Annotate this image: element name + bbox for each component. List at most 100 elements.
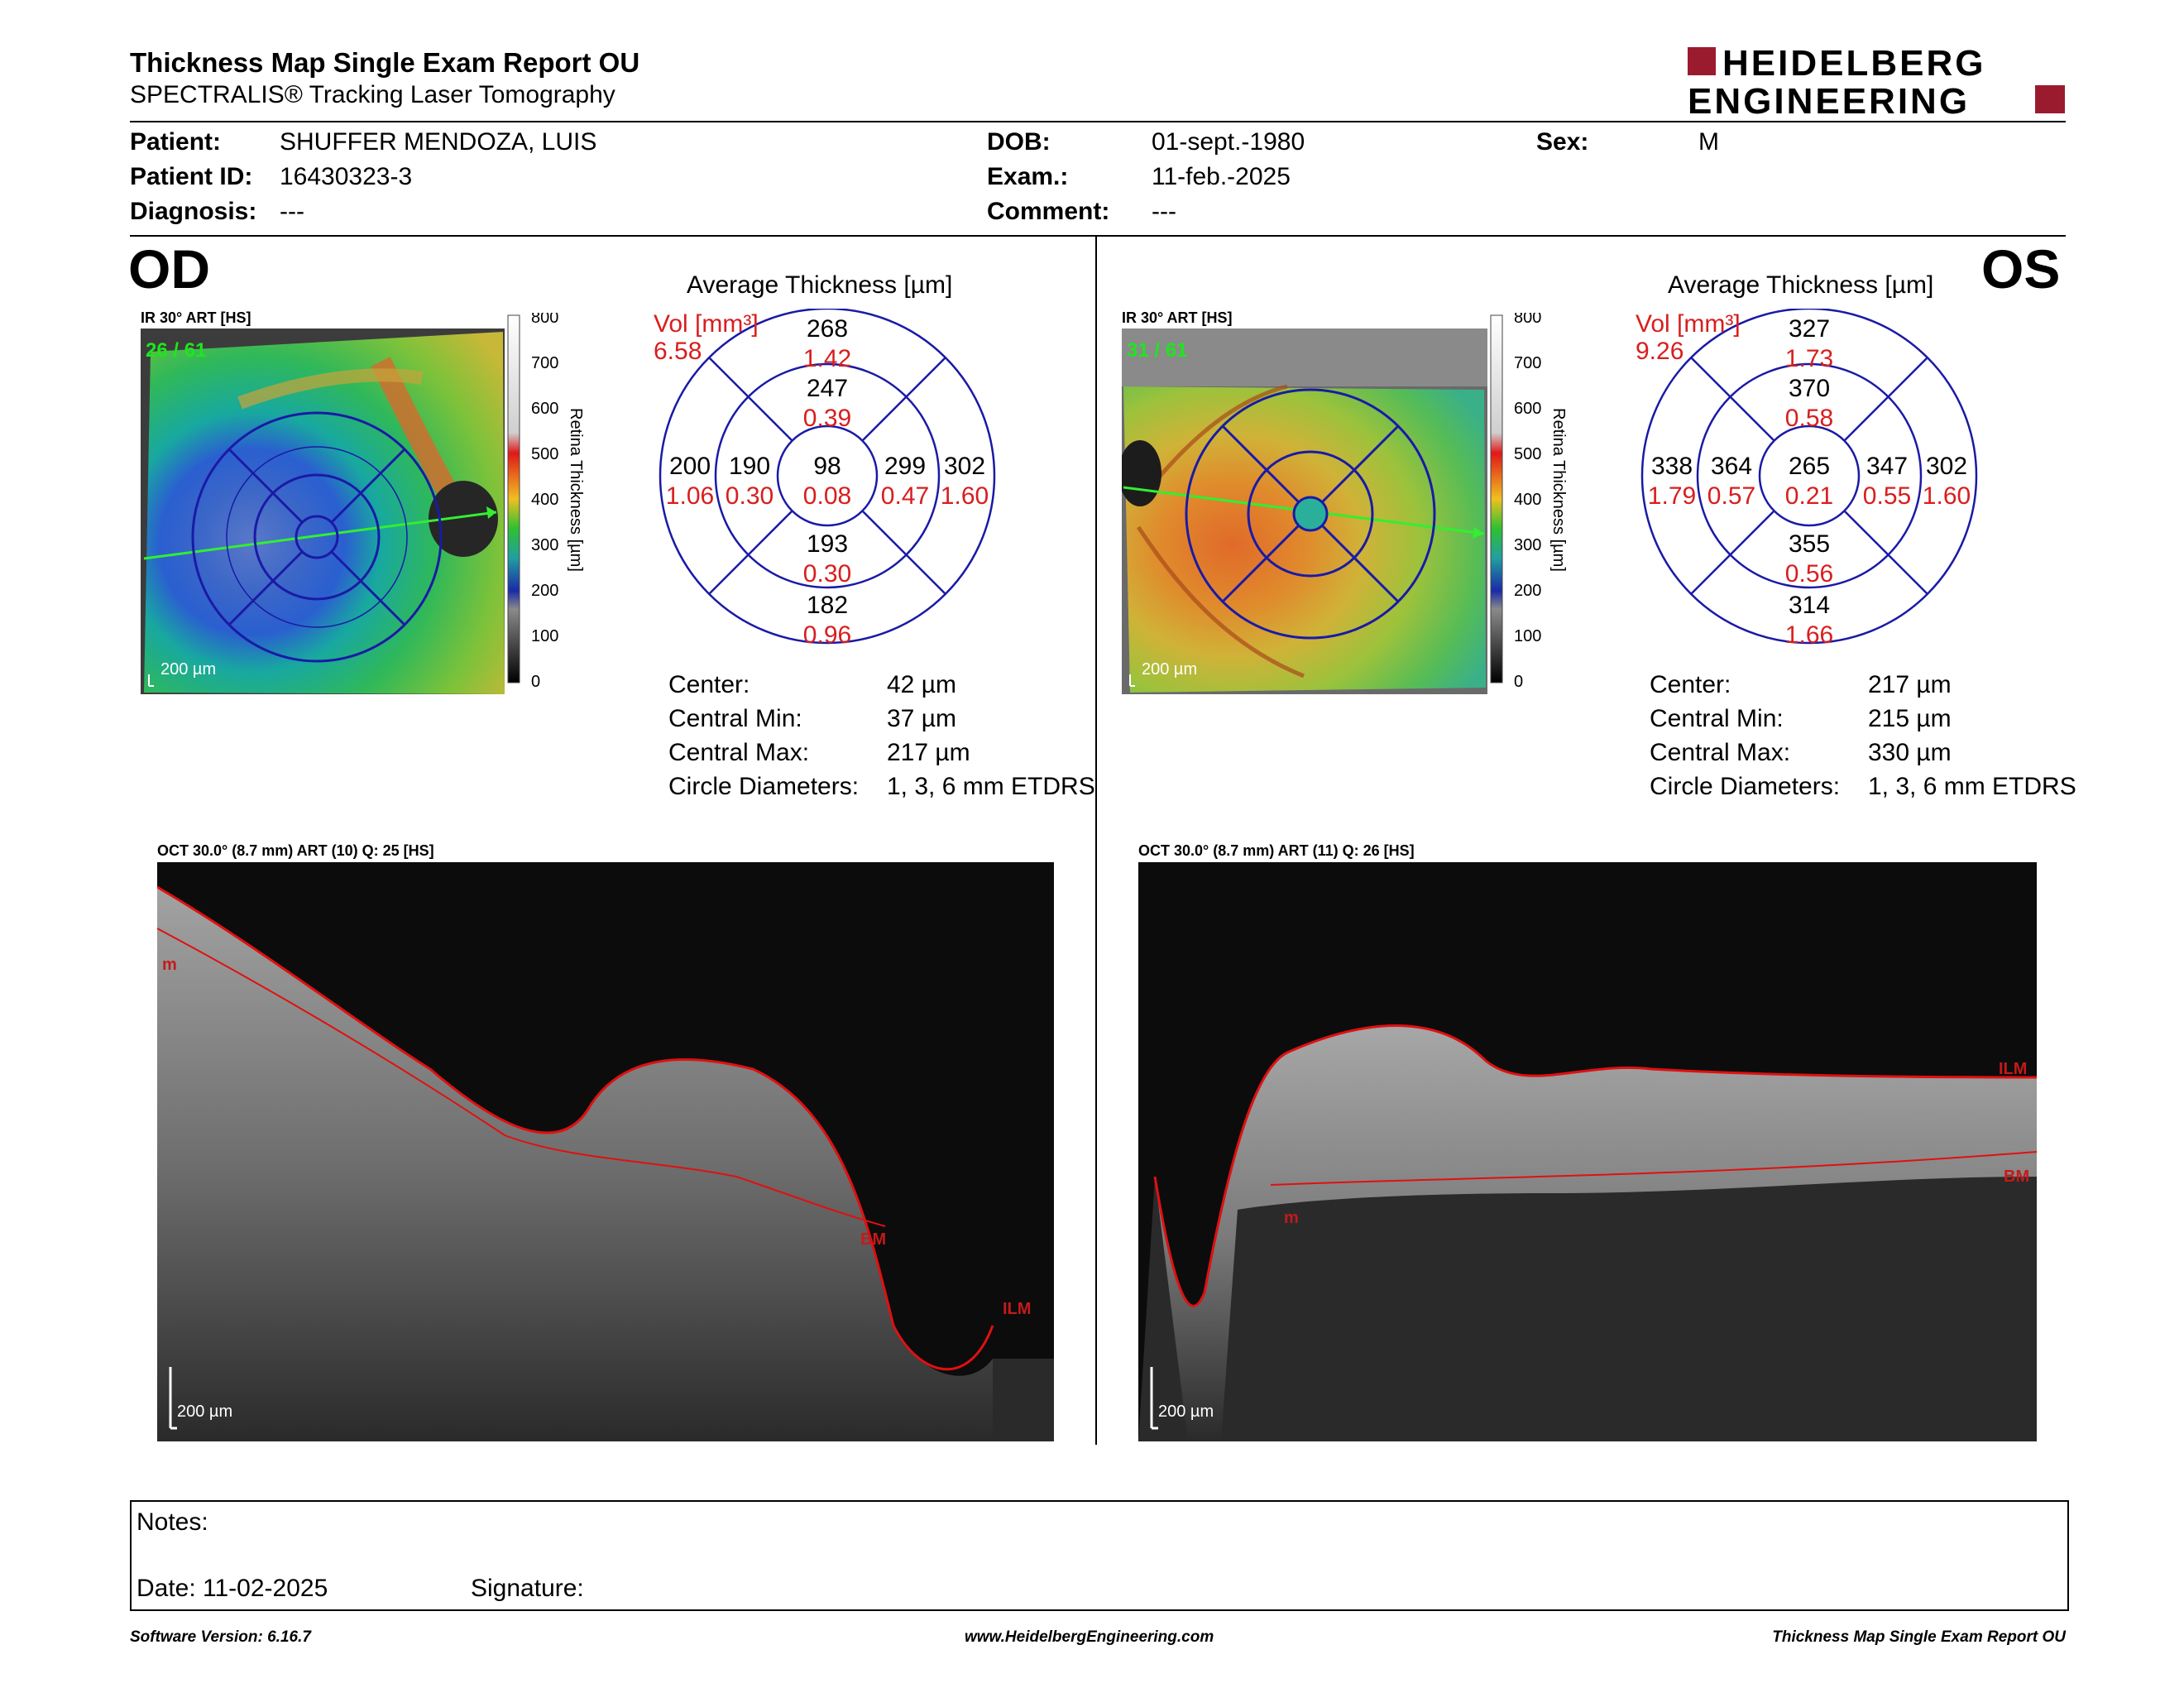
cbar-tick: 800: [1514, 313, 1541, 327]
od-tag-ilm: ILM: [1003, 1300, 1031, 1318]
cbar-tick: 400: [531, 491, 558, 509]
footer-software-version: Software Version: 6.16.7: [130, 1628, 311, 1646]
od-colorbar: 800 700 600 500 400 300 200 100 0 Retina…: [506, 309, 589, 698]
comment-value: ---: [1152, 198, 1176, 225]
od-nas-inner-volume: 0.47: [881, 482, 929, 510]
notes-box[interactable]: Notes: Date: 11-02-2025 Signature:: [130, 1500, 2069, 1611]
od-stat-label: Center:: [668, 671, 750, 698]
os-stat-label: Circle Diameters:: [1650, 773, 1841, 800]
exam-value: 11-feb.-2025: [1152, 163, 1291, 190]
os-stat-value: 215 µm: [1868, 705, 1952, 732]
os-nas-outer-thickness: 302: [1926, 453, 1967, 480]
od-nas-outer-thickness: 302: [944, 453, 985, 480]
report-subtitle: SPECTRALIS® Tracking Laser Tomography: [130, 81, 615, 108]
cbar-tick: 400: [1514, 491, 1541, 509]
cbar-tick: 500: [1514, 445, 1541, 463]
diagnosis-label: Diagnosis:: [130, 198, 257, 225]
od-eye-label: OD: [128, 238, 210, 300]
patient-divider: [130, 235, 2066, 237]
os-stat-label: Center:: [1650, 671, 1731, 698]
cbar-tick: 0: [1514, 673, 1523, 691]
od-oct-label: OCT 30.0° (8.7 mm) ART (10) Q: 25 [HS]: [157, 842, 434, 859]
od-map-scale: 200 µm: [160, 660, 216, 679]
os-scan-counter: 31 / 61: [1127, 339, 1187, 362]
od-stat-label: Central Min:: [668, 705, 802, 732]
os-nas-inner-thickness: 347: [1866, 453, 1908, 480]
os-vol-total: 9.26: [1636, 338, 1684, 365]
os-inf-inner-volume: 0.56: [1785, 560, 1833, 587]
cbar-tick: 800: [531, 313, 558, 327]
os-colorbar: 800 700 600 500 400 300 200 100 0 Retina…: [1489, 309, 1572, 698]
os-center-thickness: 265: [1789, 453, 1830, 480]
od-scan-counter: 26 / 61: [146, 339, 206, 362]
od-temp-inner-thickness: 190: [729, 453, 770, 480]
cbar-tick: 300: [1514, 536, 1541, 554]
od-inf-inner-volume: 0.30: [803, 560, 851, 587]
od-sup-outer-thickness: 268: [807, 315, 848, 343]
signature-label: Signature:: [471, 1575, 584, 1602]
os-stat-value: 330 µm: [1868, 739, 1952, 766]
center-divider: [1095, 237, 1097, 1445]
os-sup-inner-volume: 0.58: [1785, 405, 1833, 432]
od-temp-inner-volume: 0.30: [726, 482, 774, 510]
os-sup-inner-thickness: 370: [1789, 375, 1830, 402]
os-nas-inner-volume: 0.55: [1863, 482, 1911, 510]
footer-report-name: Thickness Map Single Exam Report OU: [1772, 1628, 2066, 1646]
os-ir-label: IR 30° ART [HS]: [1122, 309, 1233, 326]
cbar-title: Retina Thickness [µm]: [1549, 408, 1568, 572]
od-stat-value: 42 µm: [887, 671, 956, 698]
os-oct-scale: 200 µm: [1158, 1403, 1214, 1421]
comment-label: Comment:: [987, 198, 1110, 225]
sex-value: M: [1698, 128, 1719, 156]
od-inf-outer-thickness: 182: [807, 592, 848, 619]
os-stat-label: Central Max:: [1650, 739, 1791, 766]
os-vol-label: Vol [mm³]: [1636, 310, 1741, 338]
sex-label: Sex:: [1536, 128, 1589, 156]
notes-label: Notes:: [136, 1508, 208, 1536]
os-sup-outer-volume: 1.73: [1785, 345, 1833, 372]
os-inf-outer-thickness: 314: [1789, 592, 1830, 619]
os-inf-inner-thickness: 355: [1789, 530, 1830, 558]
logo-line1: HEIDELBERG: [1722, 46, 1985, 84]
os-stat-value: 1, 3, 6 mm ETDRS: [1868, 773, 2076, 800]
os-nas-outer-volume: 1.60: [1923, 482, 1971, 510]
od-sup-inner-thickness: 247: [807, 375, 848, 402]
footer-website-link[interactable]: www.HeidelbergEngineering.com: [965, 1628, 1214, 1646]
os-thickness-map: 31 / 61 200 µm: [1118, 328, 1487, 698]
cbar-tick: 0: [531, 673, 540, 691]
od-sup-inner-volume: 0.39: [803, 405, 851, 432]
od-ir-label: IR 30° ART [HS]: [141, 309, 251, 326]
os-temp-outer-thickness: 338: [1651, 453, 1693, 480]
cbar-tick: 600: [1514, 400, 1541, 418]
date-label: Date: 11-02-2025: [136, 1575, 328, 1602]
cbar-tick: 300: [531, 536, 558, 554]
od-stat-label: Circle Diameters:: [668, 773, 860, 800]
cbar-tick: 700: [531, 354, 558, 372]
od-nas-outer-volume: 1.60: [941, 482, 989, 510]
patient-label: Patient:: [130, 128, 222, 156]
cbar-tick: 100: [1514, 627, 1541, 645]
patient-id-label: Patient ID:: [130, 163, 253, 190]
os-temp-outer-volume: 1.79: [1648, 482, 1696, 510]
os-tag-ilm: ILM: [1999, 1060, 2027, 1078]
os-stat-value: 217 µm: [1868, 671, 1952, 698]
od-vol-total: 6.58: [654, 338, 702, 365]
cbar-tick: 500: [531, 445, 558, 463]
patient-id-value: 16430323-3: [280, 163, 413, 190]
od-stat-value: 217 µm: [887, 739, 970, 766]
cbar-tick: 100: [531, 627, 558, 645]
od-etdrs-grid: 268 1.42 247 0.39 200 1.06 190 0.30 98 0…: [649, 307, 1178, 660]
header-divider: [130, 121, 2066, 122]
cbar-tick: 700: [1514, 354, 1541, 372]
patient-value: SHUFFER MENDOZA, LUIS: [280, 128, 597, 156]
os-stat-label: Central Min:: [1650, 705, 1784, 732]
od-tag-m: m: [162, 956, 177, 974]
cbar-title: Retina Thickness [µm]: [567, 408, 585, 572]
os-temp-inner-volume: 0.57: [1707, 482, 1755, 510]
os-map-scale: 200 µm: [1142, 660, 1197, 679]
cbar-tick: 200: [1514, 582, 1541, 600]
os-oct-label: OCT 30.0° (8.7 mm) ART (11) Q: 26 [HS]: [1138, 842, 1415, 859]
cbar-tick: 600: [531, 400, 558, 418]
od-inf-inner-thickness: 193: [807, 530, 848, 558]
od-stat-value: 37 µm: [887, 705, 956, 732]
